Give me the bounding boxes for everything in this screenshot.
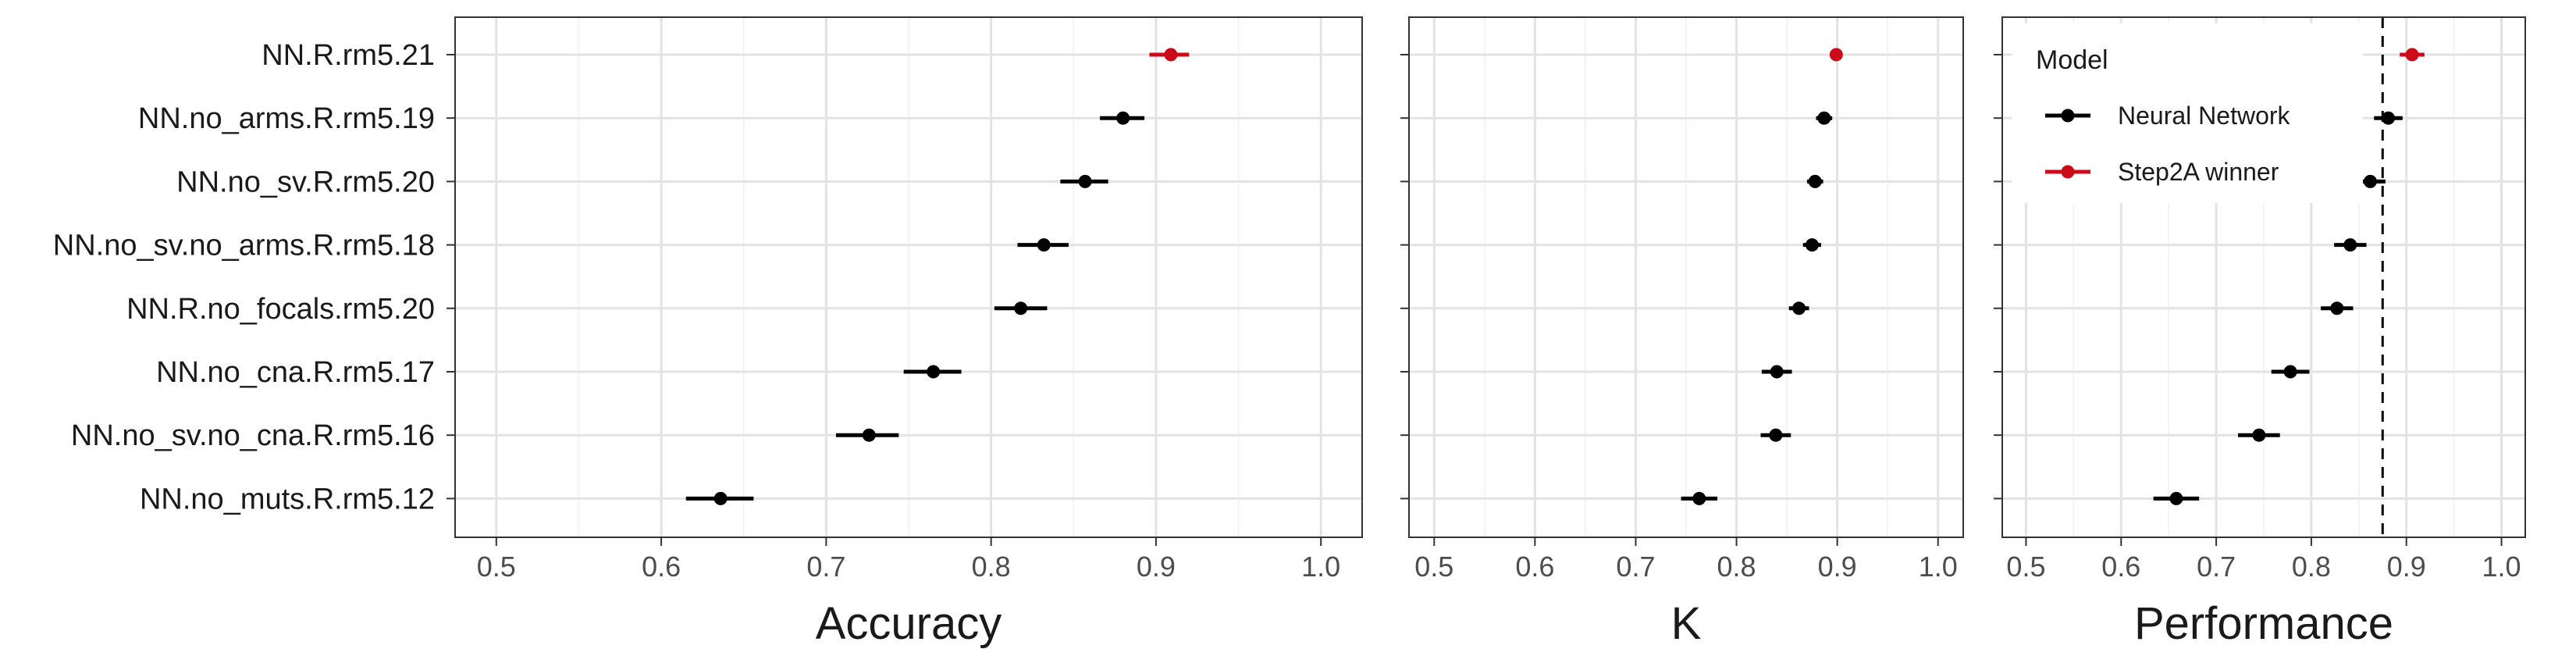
x-tick-label: 0.8 <box>1717 551 1756 583</box>
x-tick-label: 0.6 <box>2101 551 2140 583</box>
data-point <box>2405 48 2419 62</box>
data-point <box>1769 428 1783 442</box>
legend-key-point <box>2061 109 2075 123</box>
x-tick-label: 0.9 <box>1137 551 1176 583</box>
data-point <box>2343 238 2357 252</box>
y-tick-label: NN.R.no_focals.rm5.20 <box>126 293 435 326</box>
data-point <box>1014 301 1028 316</box>
x-tick-label: 0.9 <box>1818 551 1857 583</box>
x-axis-title: K <box>1671 598 1702 649</box>
y-tick-label: NN.no_sv.no_arms.R.rm5.18 <box>53 230 435 262</box>
legend: Model Neural Network Step2A winner <box>2012 23 2363 203</box>
data-point <box>1829 48 1843 62</box>
data-point <box>1808 174 1822 188</box>
data-point <box>927 365 941 379</box>
data-point <box>2169 491 2183 505</box>
y-tick-label: NN.no_muts.R.rm5.12 <box>140 483 435 515</box>
legend-key-point <box>2061 165 2075 179</box>
panel-2: 0.5 0.6 0.7 0.8 0.9 1.0 K <box>1400 16 1964 649</box>
x-tick-label: 1.0 <box>2482 551 2521 583</box>
x-tick-label: 0.7 <box>2197 551 2236 583</box>
data-point <box>1770 365 1784 379</box>
panel-border <box>2001 16 2526 538</box>
y-tick-label: NN.no_arms.R.rm5.19 <box>138 102 435 135</box>
x-tick-label: 0.5 <box>2006 551 2045 583</box>
data-point <box>862 428 876 442</box>
data-point <box>1078 174 1092 188</box>
y-tick-label: NN.no_sv.R.rm5.20 <box>176 166 435 198</box>
data-point <box>1116 111 1130 125</box>
data-point <box>1792 301 1806 316</box>
x-tick-label: 0.7 <box>806 551 845 583</box>
panel-1: 0.5 0.6 0.7 0.8 0.9 1.0 Accuracy <box>447 16 1363 649</box>
x-tick-label: 0.6 <box>642 551 681 583</box>
x-tick-label: 0.5 <box>1414 551 1453 583</box>
y-tick-label: NN.no_sv.no_cna.R.rm5.16 <box>71 419 435 452</box>
data-point <box>1805 238 1819 252</box>
data-point <box>1164 48 1178 62</box>
data-point <box>2283 365 2297 379</box>
data-point <box>2330 301 2344 316</box>
data-point <box>2363 174 2377 188</box>
legend-entry-label: Step2A winner <box>2118 158 2279 186</box>
data-point <box>713 491 728 505</box>
x-tick-label: 0.8 <box>972 551 1011 583</box>
data-point <box>1817 111 1831 125</box>
data-point <box>2252 428 2266 442</box>
x-axis-title: Accuracy <box>816 598 1002 649</box>
y-tick-label: NN.R.rm5.21 <box>262 39 435 72</box>
x-tick-label: 0.6 <box>1515 551 1554 583</box>
data-point <box>1037 238 1051 252</box>
panel-border <box>1408 16 1964 538</box>
y-tick-label: NN.no_cna.R.rm5.17 <box>156 356 435 389</box>
x-tick-label: 0.7 <box>1616 551 1655 583</box>
data-point <box>2382 111 2396 125</box>
legend-title: Model <box>2036 45 2108 75</box>
x-axis-title: Performance <box>2134 598 2393 649</box>
x-tick-label: 0.8 <box>2292 551 2331 583</box>
x-tick-label: 1.0 <box>1301 551 1340 583</box>
x-tick-label: 1.0 <box>1919 551 1958 583</box>
legend-entry-label: Neural Network <box>2118 102 2291 130</box>
data-point <box>1692 491 1706 505</box>
x-tick-label: 0.5 <box>477 551 516 583</box>
x-tick-label: 0.9 <box>2387 551 2426 583</box>
panel-border <box>454 16 1363 538</box>
panel-3: 0.5 0.6 0.7 0.8 0.9 1.0 Performance <box>1994 16 2526 649</box>
